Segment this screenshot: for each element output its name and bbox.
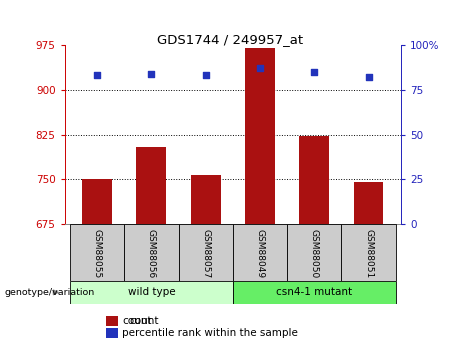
- Bar: [70, 224, 124, 281]
- Point: [202, 72, 209, 78]
- Bar: [341, 224, 396, 281]
- Text: count: count: [129, 316, 159, 326]
- Point: [94, 72, 101, 78]
- Text: GSM88056: GSM88056: [147, 229, 156, 278]
- Bar: [191, 175, 221, 224]
- Text: GSM88051: GSM88051: [364, 229, 373, 278]
- Text: percentile rank within the sample: percentile rank within the sample: [122, 328, 298, 338]
- Bar: [287, 224, 341, 281]
- Text: GSM88050: GSM88050: [310, 229, 319, 278]
- Bar: [82, 179, 112, 224]
- Point: [148, 71, 155, 76]
- Bar: [136, 147, 166, 224]
- Bar: [245, 48, 275, 224]
- Text: GSM88057: GSM88057: [201, 229, 210, 278]
- Point: [365, 75, 372, 80]
- Text: GDS1744 / 249957_at: GDS1744 / 249957_at: [158, 33, 303, 46]
- Point: [311, 69, 318, 75]
- Bar: [354, 183, 384, 224]
- Text: GSM88055: GSM88055: [93, 229, 101, 278]
- Bar: [233, 281, 396, 304]
- Bar: [106, 328, 118, 338]
- Bar: [70, 281, 233, 304]
- Bar: [124, 224, 178, 281]
- Text: genotype/variation: genotype/variation: [5, 288, 95, 297]
- Point: [256, 66, 264, 71]
- Text: wild type: wild type: [128, 287, 175, 297]
- Bar: [299, 136, 329, 224]
- Bar: [106, 316, 118, 326]
- Text: count: count: [122, 316, 152, 326]
- Bar: [178, 224, 233, 281]
- Text: csn4-1 mutant: csn4-1 mutant: [276, 287, 352, 297]
- Text: GSM88049: GSM88049: [255, 229, 265, 278]
- Bar: [233, 224, 287, 281]
